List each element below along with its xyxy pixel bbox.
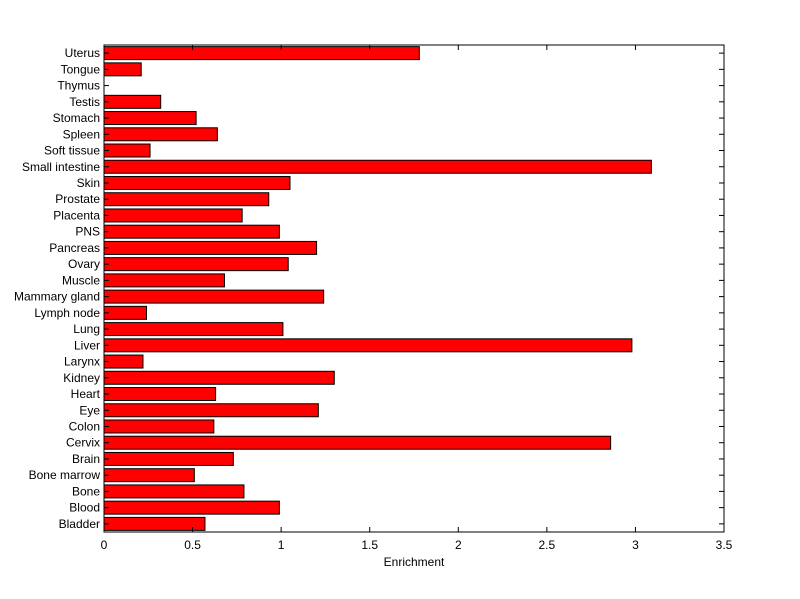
y-tick-label: Larynx — [64, 355, 100, 369]
x-tick-label: 2 — [455, 538, 462, 552]
bar-larynx — [103, 354, 144, 369]
x-tick-label: 1 — [278, 538, 285, 552]
y-tick-label: PNS — [75, 225, 100, 239]
x-tick-label: 3.5 — [716, 538, 733, 552]
bar-cervix — [103, 435, 612, 450]
x-tick-label: 0 — [101, 538, 108, 552]
x-tick-label: 0.5 — [184, 538, 201, 552]
bar-placenta — [103, 208, 243, 223]
y-tick-label: Small intestine — [22, 160, 100, 174]
bar-pns — [103, 224, 280, 239]
y-tick-label: Mammary gland — [14, 290, 100, 304]
bar-blood — [103, 500, 280, 515]
y-tick-label: Stomach — [53, 111, 100, 125]
y-tick-label: Tongue — [61, 62, 101, 76]
y-tick-label: Bladder — [59, 517, 100, 531]
y-tick-label: Bone marrow — [29, 468, 101, 482]
bar-small-intestine — [103, 159, 652, 174]
bar-mammary-gland — [103, 289, 325, 304]
bar-ovary — [103, 257, 289, 272]
y-tick-label: Heart — [71, 387, 101, 401]
bar-lymph-node — [103, 305, 148, 320]
bar-uterus — [103, 46, 420, 61]
y-tick-label: Thymus — [57, 79, 100, 93]
y-tick-label: Ovary — [68, 257, 100, 271]
y-tick-label: Uterus — [65, 46, 100, 60]
bar-colon — [103, 419, 215, 434]
y-tick-label: Brain — [72, 452, 100, 466]
y-tick-label: Soft tissue — [44, 144, 100, 158]
bar-bone — [103, 484, 245, 499]
y-tick-labels: Bladder Blood Bone Bone marrow Brain Cervix Co… — [14, 46, 101, 531]
y-tick-label: Lung — [73, 322, 100, 336]
y-tick-label: Prostate — [55, 192, 100, 206]
bar-eye — [103, 403, 319, 418]
y-tick-label: Skin — [77, 176, 100, 190]
bar-bone-marrow — [103, 468, 195, 483]
x-tick-label: 1.5 — [361, 538, 378, 552]
y-tick-label: Muscle — [62, 273, 100, 287]
bar-soft-tissue — [103, 143, 151, 158]
bar-lung — [103, 322, 284, 337]
y-tick-label: Blood — [69, 501, 100, 515]
bar-stomach — [103, 111, 197, 126]
y-tick-label: Eye — [79, 403, 100, 417]
bar-testis — [103, 94, 162, 109]
x-tick-label: 3 — [632, 538, 639, 552]
bar-brain — [103, 451, 234, 466]
bar-bladder — [103, 516, 206, 531]
y-tick-label: Testis — [69, 95, 100, 109]
x-tick-labels: 0 0.5 1 1.5 2 2.5 3 3.5 — [101, 538, 733, 552]
y-tick-label: Colon — [69, 419, 100, 433]
x-tick-label: 2.5 — [539, 538, 556, 552]
y-tick-label: Liver — [74, 338, 100, 352]
y-tick-label: Kidney — [63, 371, 100, 385]
bars-group — [103, 46, 652, 531]
y-tick-label: Bone — [72, 484, 100, 498]
bar-spleen — [103, 127, 218, 142]
x-axis-label: Enrichment — [384, 555, 445, 569]
bar-prostate — [103, 192, 270, 207]
y-tick-label: Cervix — [66, 436, 100, 450]
y-tick-label: Placenta — [53, 208, 100, 222]
bar-heart — [103, 387, 217, 402]
bar-kidney — [103, 370, 335, 385]
bar-muscle — [103, 273, 225, 288]
bar-pancreas — [103, 240, 318, 255]
plot-frame — [103, 44, 725, 533]
y-tick-label: Spleen — [63, 127, 100, 141]
bar-liver — [103, 338, 633, 353]
y-tick-label: Lymph node — [34, 306, 100, 320]
bar-skin — [103, 175, 291, 190]
bar-tongue — [103, 62, 142, 77]
y-tick-label: Pancreas — [49, 241, 100, 255]
